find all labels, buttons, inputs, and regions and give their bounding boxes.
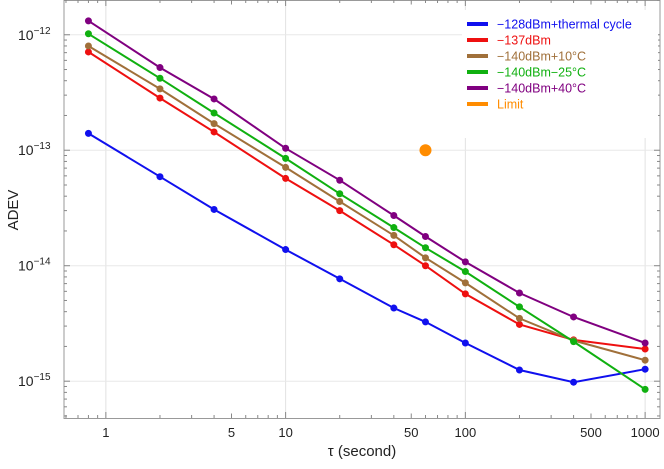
data-point bbox=[421, 318, 429, 326]
plot-frame bbox=[63, 0, 661, 419]
y-tick-label: 10−15 bbox=[18, 372, 51, 389]
legend-label: −140dBm−25°C bbox=[497, 66, 586, 80]
data-point bbox=[156, 74, 164, 82]
data-point bbox=[210, 205, 218, 213]
data-point bbox=[282, 154, 290, 162]
data-point bbox=[421, 233, 429, 241]
series-line bbox=[87, 132, 646, 384]
data-point bbox=[156, 173, 164, 181]
data-point bbox=[210, 120, 218, 128]
data-point bbox=[461, 339, 469, 347]
data-point bbox=[336, 197, 344, 205]
data-point bbox=[390, 212, 398, 220]
legend-label: Limit bbox=[497, 98, 524, 112]
y-axis-label: ADEV bbox=[5, 190, 22, 231]
data-point bbox=[461, 258, 469, 266]
data-point bbox=[336, 190, 344, 198]
y-tick-label: 10−13 bbox=[18, 141, 51, 158]
axis-ticks: 1 5 10 50 100 500 1000 10−12 10−13 10−14 10−15 bbox=[18, 0, 660, 440]
legend-label: −140dBm+40°C bbox=[497, 82, 586, 96]
data-point bbox=[421, 262, 429, 270]
data-point bbox=[210, 109, 218, 117]
x-tick-label: 1 bbox=[102, 425, 109, 440]
data-point bbox=[515, 303, 523, 311]
legend-label: −140dBm+10°C bbox=[497, 50, 586, 64]
legend: −128dBm+thermal cycle −137dBm −140dBm+10°C… bbox=[462, 10, 658, 138]
data-point bbox=[336, 176, 344, 184]
data-point bbox=[390, 241, 398, 249]
data-point bbox=[515, 289, 523, 297]
data-point bbox=[282, 144, 290, 152]
data-point bbox=[336, 207, 344, 215]
data-point bbox=[390, 224, 398, 232]
data-point bbox=[641, 345, 649, 353]
data-point bbox=[84, 48, 92, 56]
data-point bbox=[515, 366, 523, 374]
data-point bbox=[461, 268, 469, 276]
data-point bbox=[84, 129, 92, 137]
data-point bbox=[156, 94, 164, 102]
data-point bbox=[390, 231, 398, 239]
legend-background bbox=[462, 10, 658, 138]
data-point bbox=[84, 30, 92, 38]
x-tick-label: 5 bbox=[228, 425, 235, 440]
series-group bbox=[84, 17, 649, 393]
data-point bbox=[210, 128, 218, 136]
y-tick-label: 10−14 bbox=[18, 257, 51, 274]
data-point bbox=[282, 246, 290, 254]
x-tick-label: 100 bbox=[455, 425, 477, 440]
y-tick-label: 10−12 bbox=[18, 26, 51, 43]
data-point bbox=[641, 365, 649, 373]
data-point bbox=[641, 385, 649, 393]
data-point bbox=[461, 290, 469, 298]
data-point bbox=[156, 64, 164, 72]
data-point bbox=[282, 174, 290, 182]
data-point bbox=[570, 378, 578, 386]
data-point bbox=[641, 339, 649, 347]
data-point bbox=[641, 356, 649, 364]
data-point bbox=[390, 304, 398, 312]
data-point bbox=[282, 163, 290, 171]
data-point bbox=[515, 320, 523, 328]
x-tick-label: 10 bbox=[278, 425, 292, 440]
data-point bbox=[210, 95, 218, 103]
data-point bbox=[570, 313, 578, 321]
data-point bbox=[336, 275, 344, 283]
data-point bbox=[156, 85, 164, 93]
x-tick-label: 1000 bbox=[631, 425, 660, 440]
data-point bbox=[421, 254, 429, 262]
limit-point bbox=[419, 144, 432, 157]
data-point bbox=[461, 279, 469, 287]
legend-label: −128dBm+thermal cycle bbox=[497, 18, 632, 32]
x-tick-label: 50 bbox=[404, 425, 418, 440]
data-point bbox=[84, 17, 92, 25]
data-point bbox=[421, 244, 429, 252]
data-point bbox=[515, 314, 523, 322]
data-point bbox=[570, 338, 578, 346]
legend-label: −137dBm bbox=[497, 34, 551, 48]
x-axis-label: τ (second) bbox=[328, 443, 396, 460]
x-tick-label: 500 bbox=[580, 425, 602, 440]
data-point bbox=[84, 42, 92, 50]
